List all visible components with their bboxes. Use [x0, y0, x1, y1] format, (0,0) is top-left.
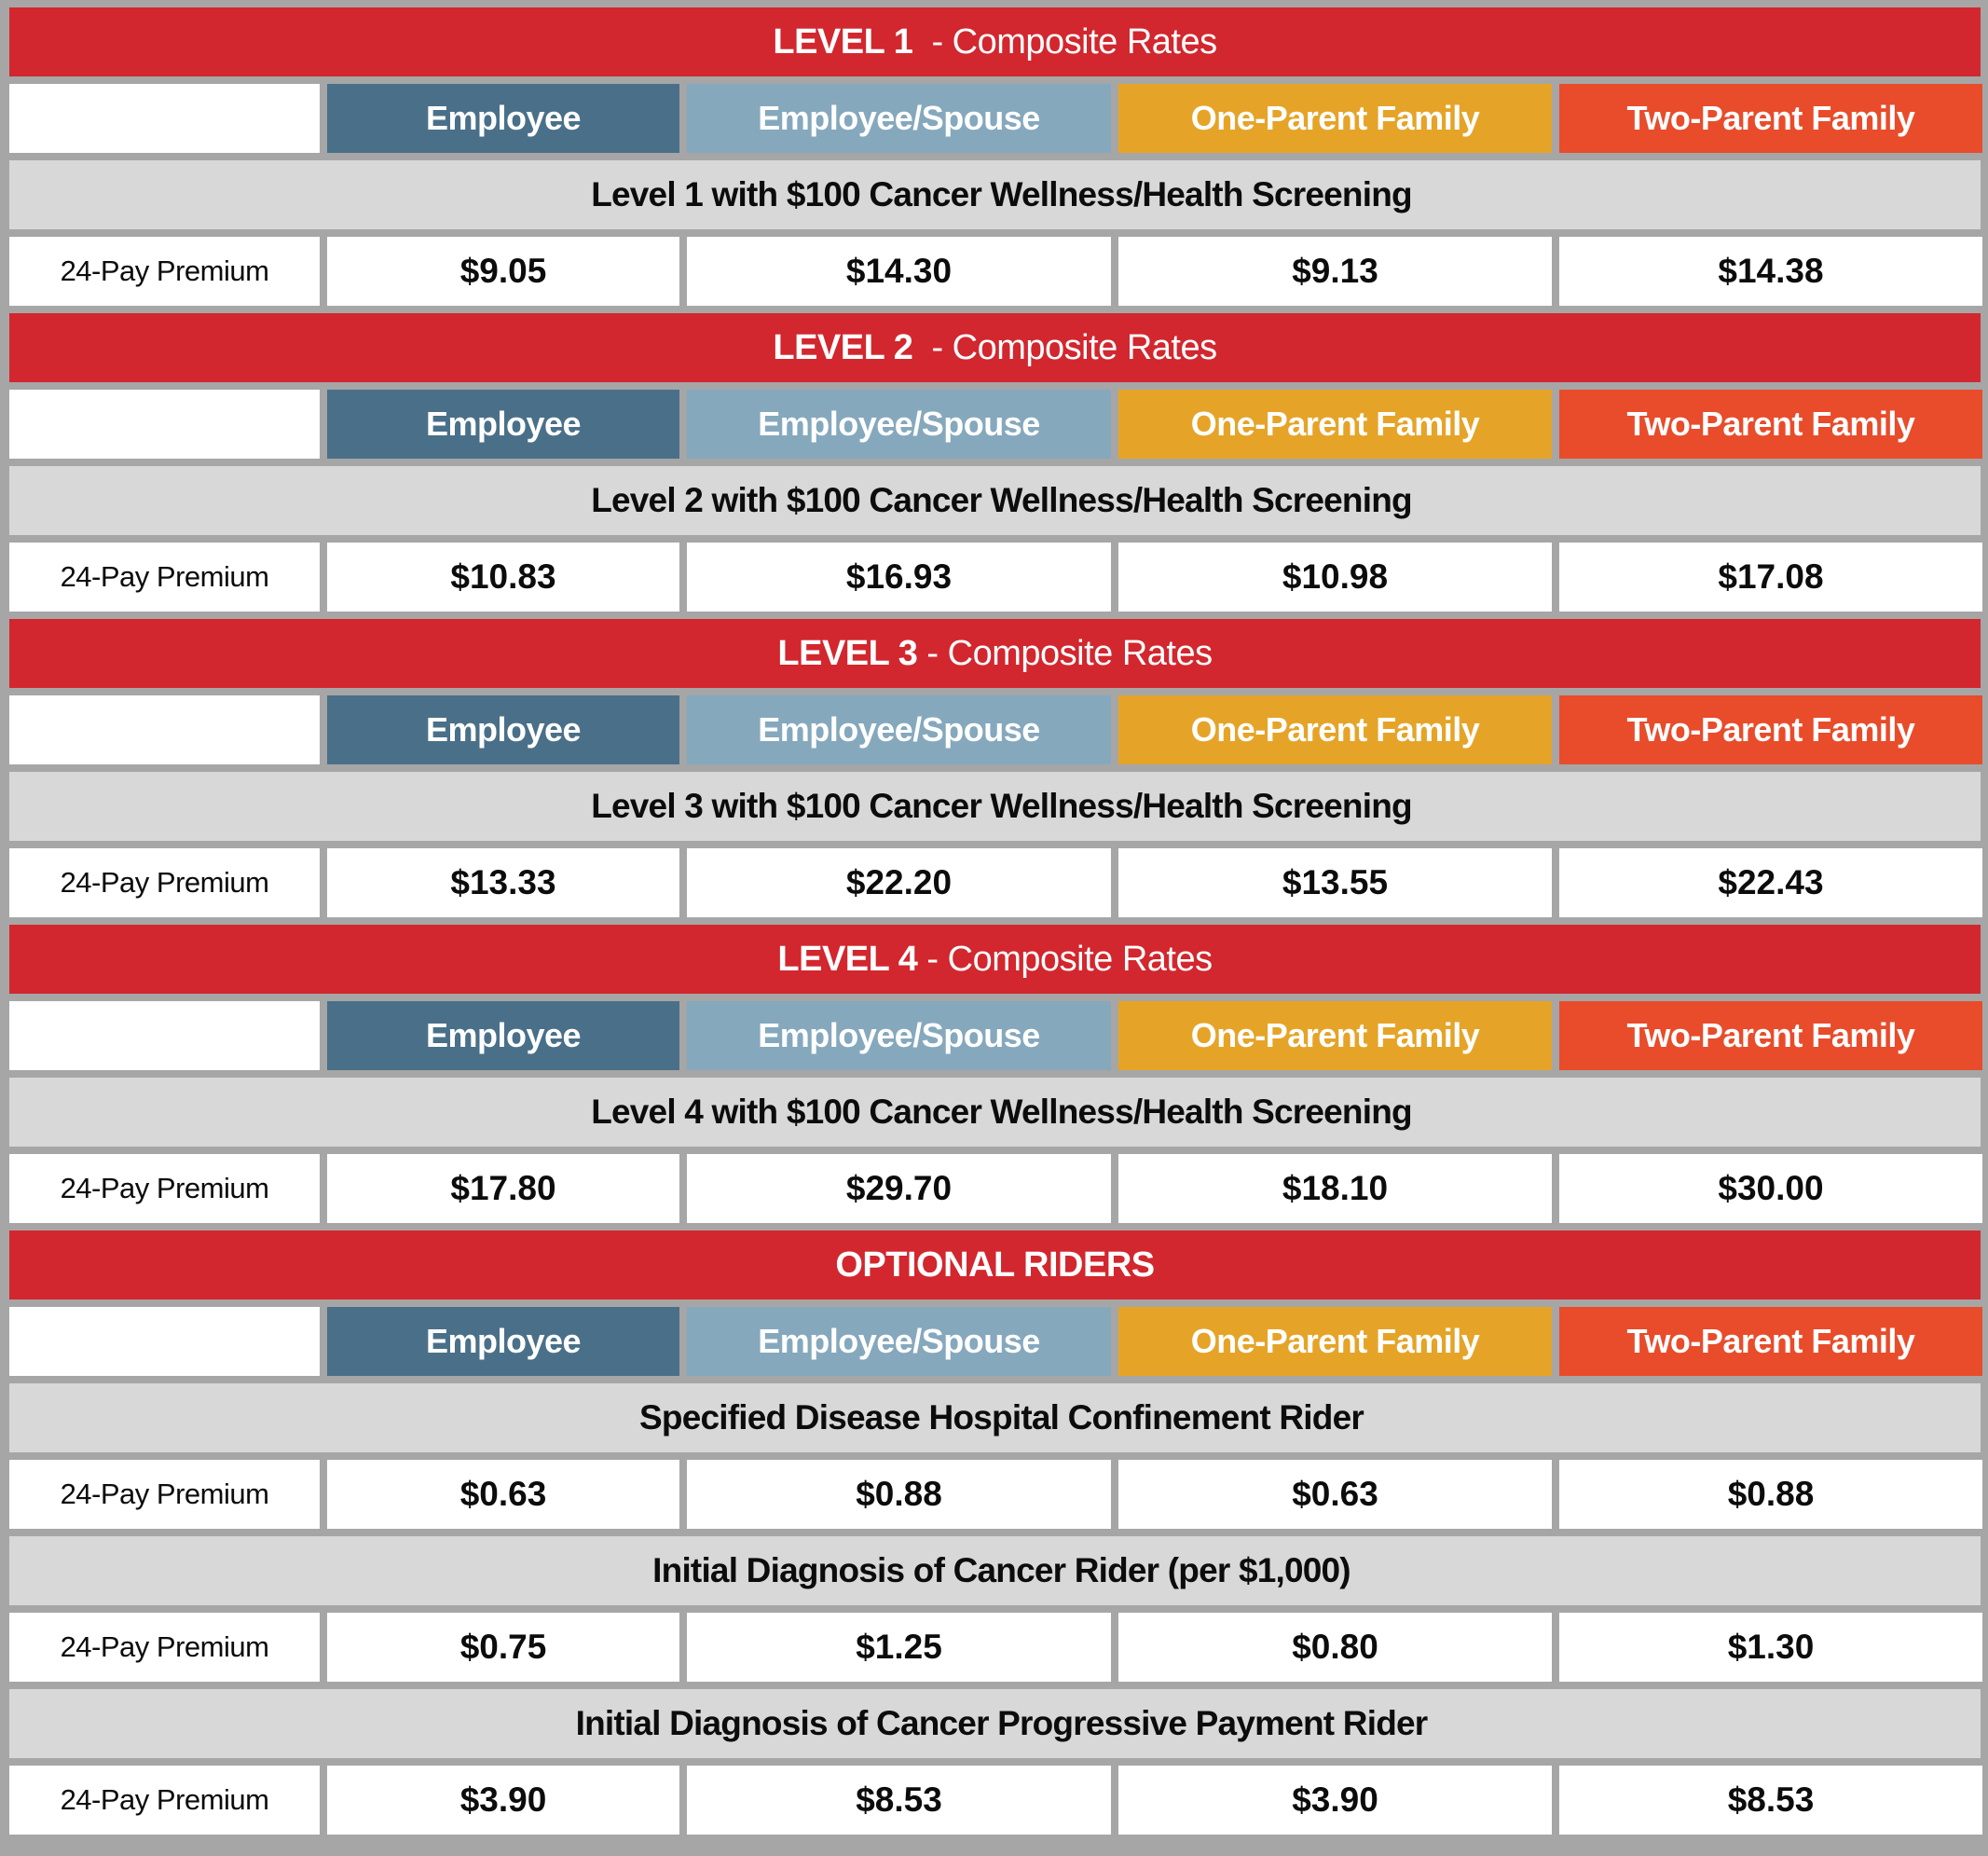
- premium-row-label: 24-Pay Premium: [9, 1460, 320, 1529]
- premium-value-employee-spouse: $22.20: [687, 848, 1111, 917]
- premium-row: 24-Pay Premium $0.63 $0.88 $0.63 $0.88: [9, 1460, 1982, 1529]
- plan-description-level-2-0: Level 2 with $100 Cancer Wellness/Health…: [9, 466, 1981, 535]
- premium-value-employee-spouse: $8.53: [687, 1766, 1111, 1835]
- column-header-employee-spouse: Employee/Spouse: [687, 1307, 1111, 1376]
- premium-value-employee-spouse: $1.25: [687, 1613, 1111, 1682]
- column-header-one-parent-family: One-Parent Family: [1118, 695, 1552, 764]
- column-header-employee-spouse: Employee/Spouse: [687, 1001, 1111, 1070]
- premium-row: 24-Pay Premium $13.33 $22.20 $13.55 $22.…: [9, 848, 1982, 917]
- premium-value-two-parent-family: $30.00: [1559, 1154, 1982, 1223]
- empty-label-cell: [9, 695, 320, 764]
- premium-row: 24-Pay Premium $0.75 $1.25 $0.80 $1.30: [9, 1613, 1982, 1682]
- premium-value-employee: $10.83: [327, 543, 679, 612]
- premium-value-two-parent-family: $22.43: [1559, 848, 1982, 917]
- column-header-row: Employee Employee/Spouse One-Parent Fami…: [9, 84, 1982, 153]
- column-header-two-parent-family: Two-Parent Family: [1559, 390, 1982, 459]
- premium-value-two-parent-family: $8.53: [1559, 1766, 1982, 1835]
- section-subtitle: - Composite Rates: [912, 21, 1217, 62]
- section-title: LEVEL 2: [773, 327, 913, 367]
- section-title-bar-level-1: LEVEL 1 - Composite Rates: [9, 7, 1981, 76]
- plan-description-level-3-0: Level 3 with $100 Cancer Wellness/Health…: [9, 772, 1981, 841]
- premium-value-one-parent-family: $0.80: [1118, 1613, 1552, 1682]
- premium-value-employee-spouse: $16.93: [687, 543, 1111, 612]
- premium-value-two-parent-family: $0.88: [1559, 1460, 1982, 1529]
- premium-value-two-parent-family: $1.30: [1559, 1613, 1982, 1682]
- premium-row-label: 24-Pay Premium: [9, 1613, 320, 1682]
- column-header-row: Employee Employee/Spouse One-Parent Fami…: [9, 695, 1982, 764]
- column-header-two-parent-family: Two-Parent Family: [1559, 1307, 1982, 1376]
- premium-row: 24-Pay Premium $10.83 $16.93 $10.98 $17.…: [9, 543, 1982, 612]
- premium-row-label: 24-Pay Premium: [9, 1766, 320, 1835]
- column-header-employee-spouse: Employee/Spouse: [687, 84, 1111, 153]
- empty-label-cell: [9, 84, 320, 153]
- column-header-one-parent-family: One-Parent Family: [1118, 1307, 1552, 1376]
- premium-value-employee: $3.90: [327, 1766, 679, 1835]
- premium-row-label: 24-Pay Premium: [9, 848, 320, 917]
- empty-label-cell: [9, 390, 320, 459]
- section-title: LEVEL 4: [777, 939, 918, 979]
- section-title-bar-level-2: LEVEL 2 - Composite Rates: [9, 313, 1981, 382]
- column-header-one-parent-family: One-Parent Family: [1118, 84, 1552, 153]
- premium-value-employee: $9.05: [327, 237, 679, 306]
- premium-value-employee-spouse: $14.30: [687, 237, 1111, 306]
- column-header-row: Employee Employee/Spouse One-Parent Fami…: [9, 390, 1982, 459]
- premium-row: 24-Pay Premium $17.80 $29.70 $18.10 $30.…: [9, 1154, 1982, 1223]
- empty-label-cell: [9, 1001, 320, 1070]
- premium-value-employee: $0.63: [327, 1460, 679, 1529]
- premium-value-two-parent-family: $14.38: [1559, 237, 1982, 306]
- premium-row-label: 24-Pay Premium: [9, 543, 320, 612]
- section-title-bar-level-4: LEVEL 4 - Composite Rates: [9, 925, 1981, 994]
- column-header-row: Employee Employee/Spouse One-Parent Fami…: [9, 1307, 1982, 1376]
- premium-value-employee: $0.75: [327, 1613, 679, 1682]
- column-header-one-parent-family: One-Parent Family: [1118, 390, 1552, 459]
- premium-value-one-parent-family: $10.98: [1118, 543, 1552, 612]
- column-header-two-parent-family: Two-Parent Family: [1559, 695, 1982, 764]
- column-header-employee: Employee: [327, 695, 679, 764]
- plan-description-optional-riders-1: Initial Diagnosis of Cancer Rider (per $…: [9, 1536, 1981, 1605]
- column-header-employee: Employee: [327, 1307, 679, 1376]
- premium-value-one-parent-family: $0.63: [1118, 1460, 1552, 1529]
- section-title: OPTIONAL RIDERS: [835, 1244, 1155, 1285]
- section-title-bar-optional-riders: OPTIONAL RIDERS: [9, 1230, 1981, 1299]
- premium-value-employee-spouse: $0.88: [687, 1460, 1111, 1529]
- plan-description-optional-riders-0: Specified Disease Hospital Confinement R…: [9, 1383, 1981, 1452]
- premium-value-employee-spouse: $29.70: [687, 1154, 1111, 1223]
- column-header-employee-spouse: Employee/Spouse: [687, 695, 1111, 764]
- column-header-employee: Employee: [327, 84, 679, 153]
- premium-value-employee: $17.80: [327, 1154, 679, 1223]
- column-header-employee: Employee: [327, 390, 679, 459]
- section-subtitle: - Composite Rates: [917, 633, 1213, 673]
- section-title-bar-level-3: LEVEL 3 - Composite Rates: [9, 619, 1981, 688]
- premium-row-label: 24-Pay Premium: [9, 1154, 320, 1223]
- column-header-row: Employee Employee/Spouse One-Parent Fami…: [9, 1001, 1982, 1070]
- section-subtitle: - Composite Rates: [917, 939, 1213, 979]
- section-subtitle: - Composite Rates: [912, 327, 1217, 367]
- premium-value-one-parent-family: $13.55: [1118, 848, 1552, 917]
- section-title: LEVEL 1: [773, 21, 913, 62]
- premium-value-one-parent-family: $3.90: [1118, 1766, 1552, 1835]
- column-header-one-parent-family: One-Parent Family: [1118, 1001, 1552, 1070]
- premium-value-two-parent-family: $17.08: [1559, 543, 1982, 612]
- plan-description-level-4-0: Level 4 with $100 Cancer Wellness/Health…: [9, 1078, 1981, 1147]
- column-header-employee-spouse: Employee/Spouse: [687, 390, 1111, 459]
- plan-description-optional-riders-2: Initial Diagnosis of Cancer Progressive …: [9, 1689, 1981, 1758]
- premium-row: 24-Pay Premium $9.05 $14.30 $9.13 $14.38: [9, 237, 1982, 306]
- premium-value-one-parent-family: $9.13: [1118, 237, 1552, 306]
- column-header-two-parent-family: Two-Parent Family: [1559, 84, 1982, 153]
- premium-value-employee: $13.33: [327, 848, 679, 917]
- column-header-two-parent-family: Two-Parent Family: [1559, 1001, 1982, 1070]
- premium-row-label: 24-Pay Premium: [9, 237, 320, 306]
- premium-row: 24-Pay Premium $3.90 $8.53 $3.90 $8.53: [9, 1766, 1982, 1835]
- premium-value-one-parent-family: $18.10: [1118, 1154, 1552, 1223]
- column-header-employee: Employee: [327, 1001, 679, 1070]
- plan-description-level-1-0: Level 1 with $100 Cancer Wellness/Health…: [9, 160, 1981, 229]
- empty-label-cell: [9, 1307, 320, 1376]
- section-title: LEVEL 3: [777, 633, 918, 673]
